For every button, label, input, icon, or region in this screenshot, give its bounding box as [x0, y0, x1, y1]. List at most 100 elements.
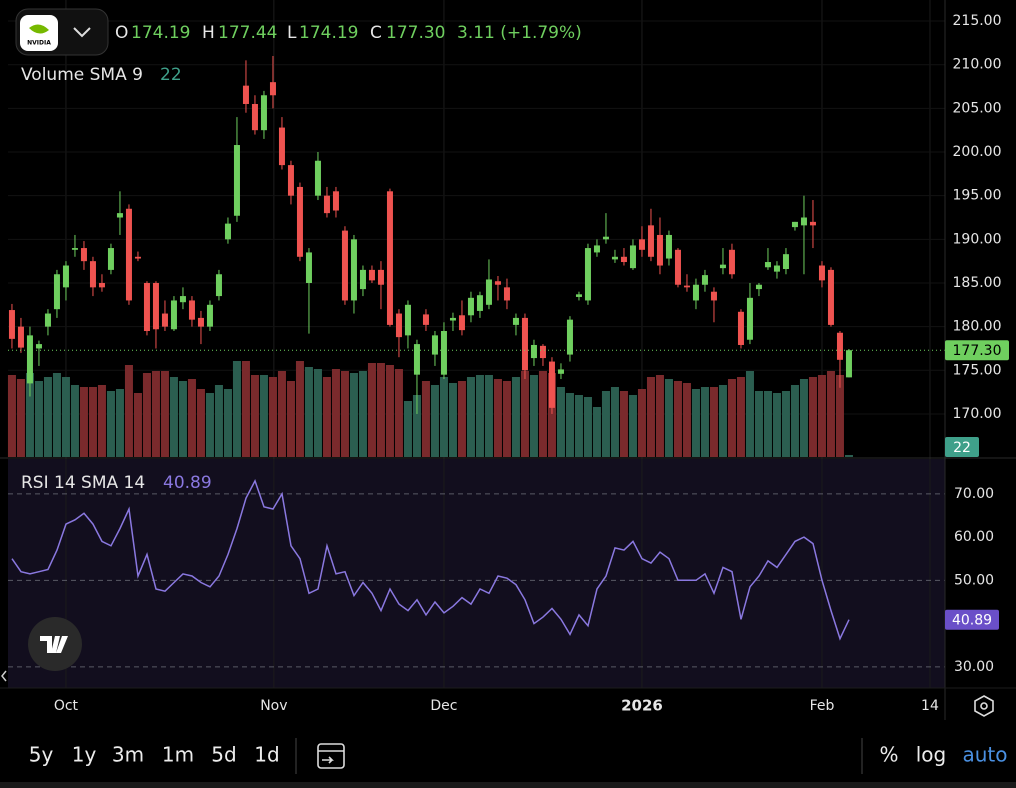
candle-body [341, 230, 348, 301]
volume-bar [754, 391, 763, 457]
volume-bar [385, 365, 394, 457]
y-tick-label: 175.00 [953, 362, 1002, 378]
volume-bar [511, 377, 520, 457]
candle-body [53, 274, 60, 310]
candle-body [305, 252, 312, 283]
auto-button[interactable]: auto [962, 743, 1007, 767]
volume-bar [601, 391, 610, 457]
candle-body [494, 281, 501, 285]
candle-body [656, 234, 663, 266]
volume-bar [421, 381, 430, 457]
volume-bar [79, 387, 88, 457]
candle-body [539, 345, 546, 359]
candle-body [692, 284, 699, 301]
scroll-left[interactable] [1, 670, 7, 682]
candle-body [782, 254, 789, 270]
volume-bar [25, 373, 34, 457]
volume-bar [304, 367, 313, 457]
volume-bar [835, 375, 844, 457]
volume-bar [592, 407, 601, 457]
candle-body [161, 313, 168, 327]
volume-bar [43, 377, 52, 457]
rsi-line [11, 479, 850, 641]
volume-bar [178, 381, 187, 457]
x-tick-label: Oct [54, 698, 79, 714]
candle-body [413, 344, 420, 375]
candle-body [773, 265, 780, 272]
range-button[interactable]: 5d [211, 743, 236, 767]
volume-bar [745, 371, 754, 457]
last-price-label: 177.30 [953, 343, 1002, 359]
candle-body [755, 284, 762, 290]
candle-body [845, 350, 852, 378]
candle-body [125, 208, 132, 301]
candle-body [71, 248, 78, 250]
range-button[interactable]: 1m [162, 743, 194, 767]
candle-body [584, 248, 591, 301]
candle-body [143, 282, 150, 332]
range-button[interactable]: 5y [29, 743, 54, 767]
candle-body [404, 304, 411, 336]
volume-bar [700, 387, 709, 457]
candle-body [629, 245, 636, 269]
candle-body [368, 269, 375, 281]
volume-bar [412, 395, 421, 457]
candle-body [296, 186, 303, 257]
candle-body [737, 311, 744, 345]
volume-bar [97, 385, 106, 457]
range-button[interactable]: 1d [254, 743, 279, 767]
volume-bar [709, 387, 718, 457]
volume-bar [646, 377, 655, 457]
volume-bar [376, 363, 385, 457]
candle-body [62, 265, 69, 288]
ohlc-label: L [287, 23, 297, 43]
ohlc-label: H [202, 23, 215, 43]
volume-bar [718, 385, 727, 457]
plot-area [7, 0, 945, 688]
date-range-button[interactable] [317, 743, 345, 769]
volume-bar [52, 373, 61, 457]
volume-bar [70, 385, 79, 457]
symbol-chevron[interactable] [73, 27, 91, 38]
logo-eye [29, 24, 49, 34]
candle-body [566, 319, 573, 355]
volume-bar [340, 371, 349, 457]
candle-body [719, 264, 726, 269]
calendar-arrow [322, 756, 334, 764]
candle-body [647, 225, 654, 257]
price-change: 3.11 (+1.79%) [457, 23, 582, 43]
candle-body [449, 317, 456, 321]
candle-body [188, 300, 195, 320]
rsi-legend: RSI 14 SMA 14 [21, 473, 145, 493]
candle-body [251, 103, 258, 131]
x-tick-label: Dec [430, 698, 457, 714]
volume-bar [34, 381, 43, 457]
y-tick-label: 180.00 [953, 319, 1002, 335]
candle-body [764, 262, 771, 268]
range-button[interactable]: 1y [72, 743, 97, 767]
candle-body [395, 313, 402, 338]
y-tick-label: 200.00 [953, 144, 1002, 160]
candle-body [107, 248, 114, 270]
volume-bar [556, 387, 565, 457]
range-button[interactable]: 3m [112, 743, 144, 767]
volume-bar [313, 369, 322, 457]
volume-bar [502, 381, 511, 457]
candle-body [8, 310, 15, 339]
settings-icon[interactable] [974, 695, 994, 717]
percent-button[interactable]: % [879, 743, 898, 767]
log-button[interactable]: log [916, 743, 947, 767]
volume-bar [727, 379, 736, 457]
volume-bar [538, 371, 547, 457]
candle-body [179, 296, 186, 303]
volume-bar [439, 377, 448, 457]
candle-body [152, 282, 159, 330]
volume-badge [945, 437, 979, 457]
candle-body [503, 287, 510, 301]
candle-body [89, 261, 96, 288]
candle-body [215, 274, 222, 297]
volume-bar [448, 383, 457, 457]
volume-bar [628, 395, 637, 457]
ohlc-value: 177.30 [386, 23, 445, 43]
candle-body [134, 256, 141, 259]
